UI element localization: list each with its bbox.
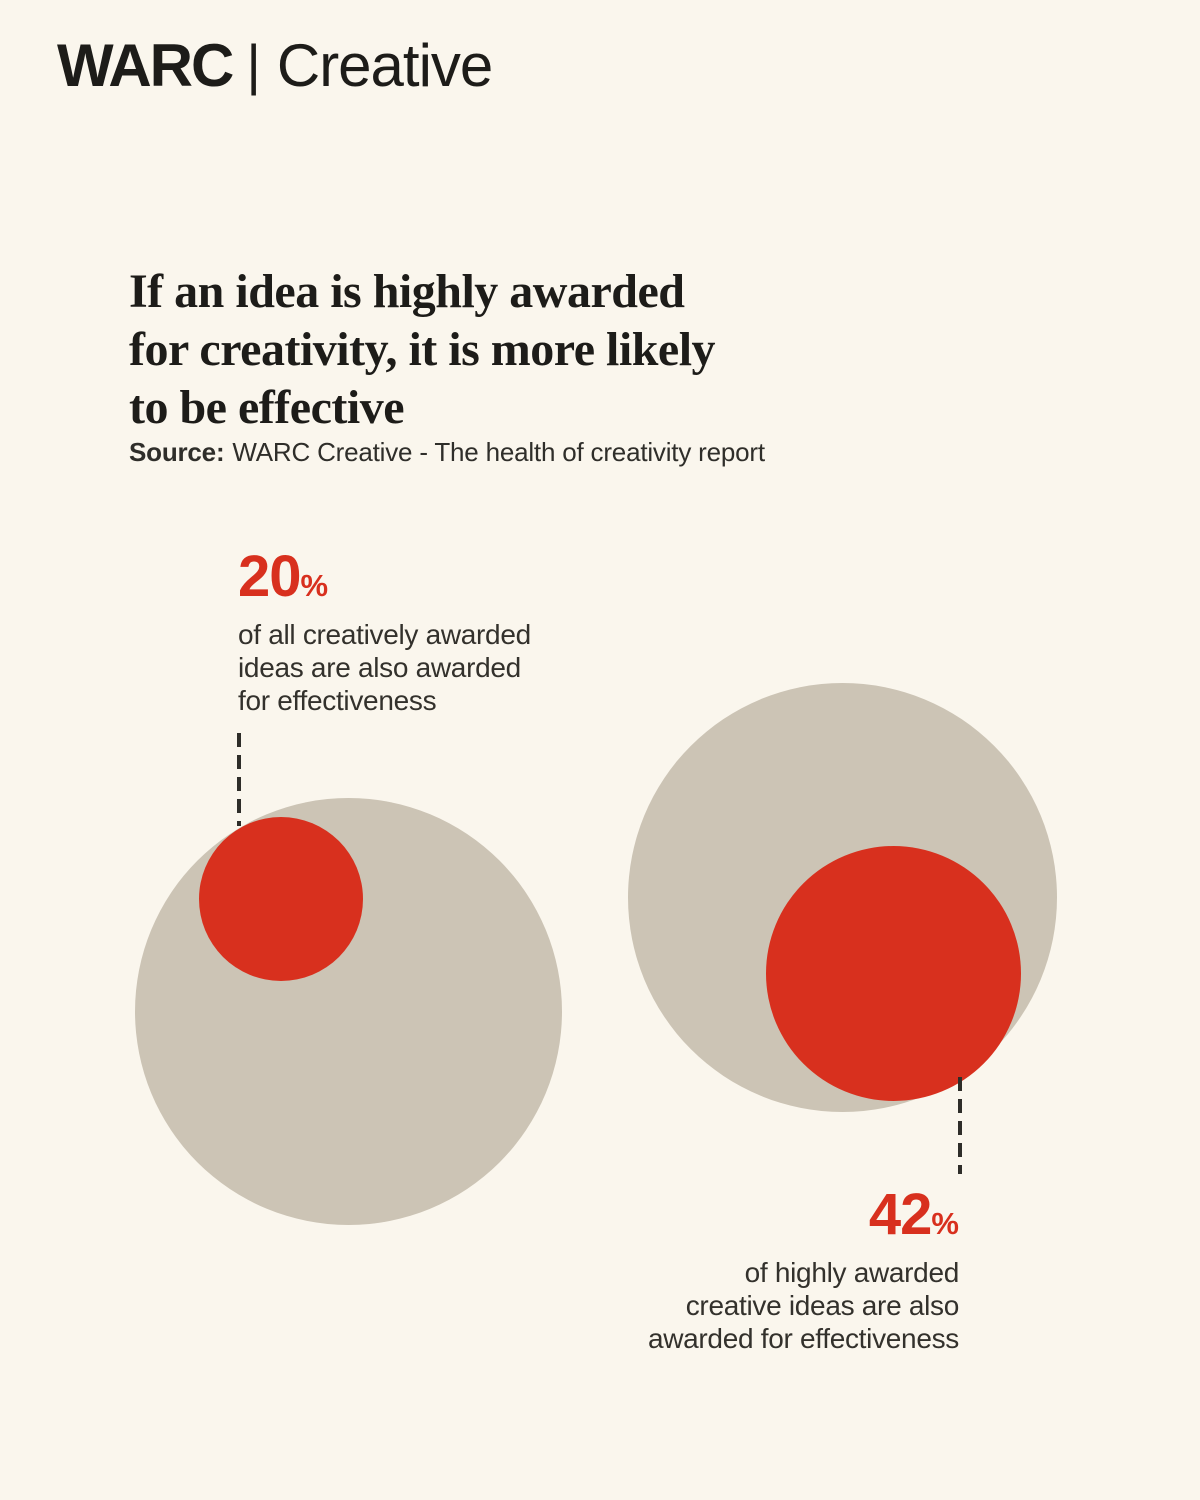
group1-percent-sign: % [300,568,329,603]
logo-brand: WARC [57,32,234,99]
source-text: WARC Creative - The health of creativity… [232,437,765,467]
group2-percent-sign: % [931,1206,959,1241]
group2-caption: of highly awarded creative ideas are als… [647,1257,959,1354]
group2-stat-label: 42% of highly awarded creative ideas are… [648,1186,959,1355]
group1-value-row: 20% [238,548,531,606]
group1-connector-dashed-line [237,733,241,826]
warc-creative-logo: WARC | Creative [57,33,493,96]
source-label: Source: [129,437,225,467]
group1-caption: of all creatively awarded ideas are also… [238,619,531,716]
logo-divider-bar: | [246,33,261,96]
source-line: Source: WARC Creative - The health of cre… [129,437,765,467]
group2-value-row: 42% [648,1186,959,1244]
group2-connector-dashed-line [958,1077,962,1174]
group1-stat-label: 20% of all creatively awarded ideas are … [238,548,531,717]
group2-overlap-circle [766,846,1021,1101]
headline: If an idea is highly awarded for creativ… [129,265,716,435]
logo-product: Creative [276,32,493,99]
group2-value: 42 [868,1182,933,1247]
group1-overlap-circle [199,817,363,981]
group1-value: 20 [238,544,302,609]
